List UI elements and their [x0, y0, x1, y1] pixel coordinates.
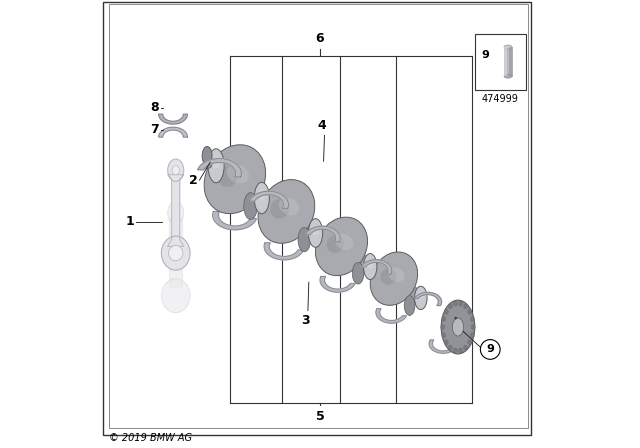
Bar	[204, 157, 210, 165]
Ellipse shape	[161, 279, 190, 313]
Polygon shape	[168, 175, 184, 246]
Ellipse shape	[453, 301, 458, 306]
Ellipse shape	[442, 316, 445, 321]
Polygon shape	[305, 226, 340, 242]
Ellipse shape	[449, 304, 452, 309]
Polygon shape	[159, 127, 188, 137]
Ellipse shape	[168, 202, 184, 224]
Ellipse shape	[270, 199, 289, 219]
Ellipse shape	[504, 45, 512, 49]
Polygon shape	[169, 218, 182, 287]
Ellipse shape	[212, 156, 221, 168]
Ellipse shape	[316, 217, 367, 276]
Polygon shape	[159, 114, 188, 124]
Text: 9: 9	[481, 50, 489, 60]
Bar	[504, 47, 512, 76]
Text: 1: 1	[125, 215, 134, 228]
Ellipse shape	[227, 164, 249, 183]
Ellipse shape	[202, 161, 212, 168]
Ellipse shape	[388, 267, 404, 282]
Ellipse shape	[463, 304, 468, 309]
Ellipse shape	[449, 345, 452, 350]
Ellipse shape	[441, 300, 475, 354]
Ellipse shape	[161, 236, 190, 270]
Ellipse shape	[442, 333, 445, 338]
Text: 9: 9	[486, 345, 494, 354]
Polygon shape	[259, 190, 318, 240]
Ellipse shape	[254, 182, 269, 214]
Text: 474999: 474999	[482, 95, 519, 104]
Ellipse shape	[258, 180, 315, 243]
Text: 7: 7	[150, 123, 159, 137]
Ellipse shape	[298, 228, 310, 252]
Ellipse shape	[441, 324, 445, 330]
Ellipse shape	[204, 145, 266, 214]
Ellipse shape	[352, 263, 364, 284]
Ellipse shape	[459, 301, 463, 306]
Ellipse shape	[454, 317, 457, 319]
Text: 3: 3	[301, 314, 310, 327]
Ellipse shape	[218, 166, 238, 187]
Text: 8: 8	[150, 101, 159, 114]
Polygon shape	[249, 191, 289, 208]
Ellipse shape	[312, 225, 319, 235]
Ellipse shape	[364, 254, 377, 280]
Ellipse shape	[444, 309, 449, 314]
Ellipse shape	[380, 268, 396, 284]
Ellipse shape	[453, 348, 458, 353]
Ellipse shape	[257, 190, 266, 200]
Ellipse shape	[326, 235, 344, 253]
Ellipse shape	[168, 159, 184, 181]
Polygon shape	[213, 157, 264, 206]
Text: © 2019 BMW AG: © 2019 BMW AG	[109, 433, 193, 443]
Ellipse shape	[202, 146, 212, 165]
Ellipse shape	[168, 246, 183, 261]
Text: 6: 6	[316, 31, 324, 45]
Ellipse shape	[370, 252, 418, 306]
Ellipse shape	[471, 324, 476, 330]
Polygon shape	[429, 340, 456, 353]
Ellipse shape	[244, 193, 257, 220]
Ellipse shape	[444, 340, 449, 345]
Bar	[504, 47, 508, 76]
Ellipse shape	[172, 166, 179, 175]
Polygon shape	[320, 276, 355, 292]
Polygon shape	[376, 309, 406, 323]
Ellipse shape	[463, 345, 468, 350]
Text: 4: 4	[318, 119, 326, 132]
Polygon shape	[361, 260, 392, 274]
Polygon shape	[313, 226, 372, 273]
Text: 2: 2	[189, 173, 198, 187]
Ellipse shape	[504, 74, 512, 78]
Ellipse shape	[208, 149, 224, 183]
Text: 5: 5	[316, 410, 324, 423]
Polygon shape	[368, 260, 423, 304]
Ellipse shape	[367, 259, 374, 268]
Ellipse shape	[279, 198, 300, 215]
Polygon shape	[264, 243, 303, 260]
Ellipse shape	[415, 286, 427, 310]
Ellipse shape	[468, 340, 472, 345]
Ellipse shape	[459, 348, 463, 353]
Ellipse shape	[404, 296, 415, 315]
Ellipse shape	[308, 219, 323, 247]
Ellipse shape	[470, 333, 474, 338]
Polygon shape	[212, 211, 257, 230]
Ellipse shape	[468, 309, 472, 314]
Bar	[509, 47, 512, 76]
Polygon shape	[415, 292, 442, 306]
Ellipse shape	[470, 316, 474, 321]
Bar	[475, 34, 526, 90]
Ellipse shape	[452, 318, 463, 336]
Ellipse shape	[417, 292, 424, 300]
Ellipse shape	[335, 234, 353, 250]
Polygon shape	[198, 159, 241, 177]
